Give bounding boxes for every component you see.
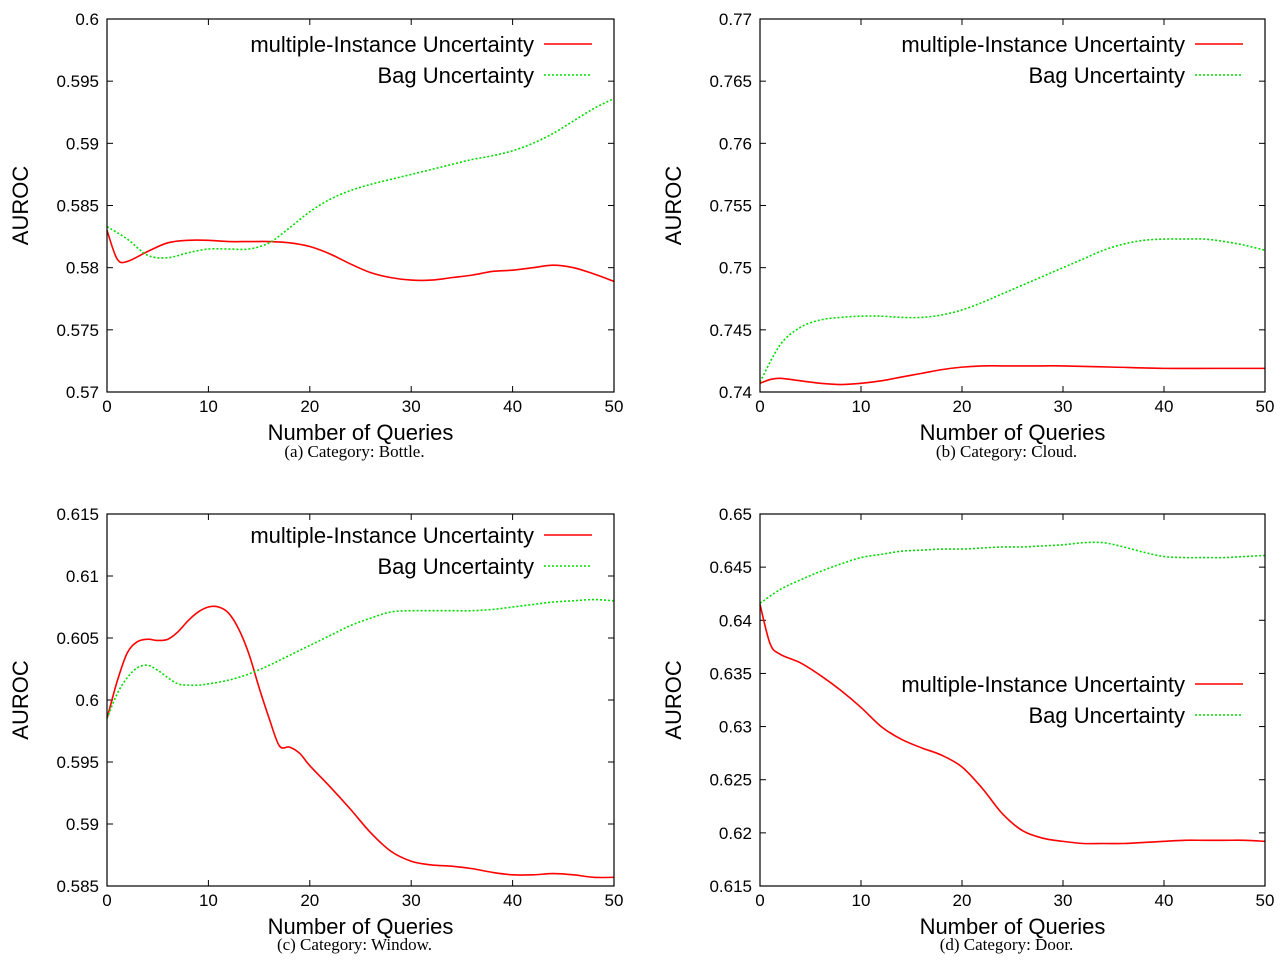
x-tick-label: 50	[605, 891, 624, 910]
plot-frame	[106, 18, 615, 393]
legend-label: Bag Uncertainty	[377, 554, 534, 579]
x-tick-label: 20	[300, 891, 319, 910]
x-tick-label: 0	[755, 397, 764, 416]
chart-bottle: 0.57 0.575 0.58 0.585 0.59 0.595 0.6 0 10 20 30 40 5…	[8, 10, 623, 461]
chart-door: 0.615 0.62 0.625 0.63 0.635 0.64 0.645 0.65 0 10 2…	[661, 505, 1274, 954]
x-tick-label: 20	[300, 397, 319, 416]
x-tick-label: 30	[1054, 397, 1073, 416]
x-tick-label: 0	[755, 891, 764, 910]
y-tick-label: 0.58	[66, 259, 99, 278]
y-tick-label: 0.575	[56, 321, 99, 340]
x-tick-label: 40	[503, 397, 522, 416]
y-tick-label: 0.595	[56, 72, 99, 91]
x-tick-label: 40	[1155, 891, 1174, 910]
x-tick-label: 10	[852, 397, 871, 416]
x-tick-label: 20	[953, 891, 972, 910]
y-tick-label: 0.59	[66, 815, 99, 834]
y-tick-label: 0.6	[75, 691, 99, 710]
y-tick-label: 0.61	[66, 567, 99, 586]
y-axis-label: AUROC	[8, 166, 33, 246]
y-tick-label: 0.6	[75, 10, 99, 29]
y-tick-label: 0.625	[709, 771, 752, 790]
x-tick-label: 30	[1054, 891, 1073, 910]
y-tick-label: 0.585	[56, 197, 99, 216]
plot-frame	[106, 513, 615, 887]
legend-label: Bag Uncertainty	[1028, 703, 1185, 728]
x-tick-label: 40	[1155, 397, 1174, 416]
chart-caption: (a) Category: Bottle.	[284, 442, 424, 461]
y-tick-label: 0.745	[709, 321, 752, 340]
chart-cloud: 0.74 0.745 0.75 0.755 0.76 0.765 0.77 0 10 20 30 40…	[661, 10, 1274, 461]
series-line-multiple-instance	[106, 605, 615, 879]
y-tick-label: 0.74	[719, 383, 752, 402]
x-tick-label: 50	[1256, 397, 1275, 416]
series-line-multiple-instance	[759, 364, 1265, 386]
y-tick-label: 0.65	[719, 505, 752, 524]
y-tick-label: 0.75	[719, 259, 752, 278]
x-tick-label: 20	[953, 397, 972, 416]
series-line-bag	[106, 97, 615, 259]
legend-label: multiple-Instance Uncertainty	[250, 523, 534, 548]
series-line-bag	[106, 598, 615, 719]
x-tick-label: 50	[605, 397, 624, 416]
y-axis-label: AUROC	[661, 166, 686, 246]
y-tick-label: 0.585	[56, 877, 99, 896]
y-tick-label: 0.755	[709, 197, 752, 216]
x-tick-label: 30	[402, 397, 421, 416]
x-tick-label: 10	[199, 397, 218, 416]
x-axis-label: Number of Queries	[920, 420, 1106, 445]
legend-label: multiple-Instance Uncertainty	[250, 32, 534, 57]
x-tick-label: 10	[199, 891, 218, 910]
y-tick-label: 0.76	[719, 134, 752, 153]
x-tick-label: 0	[102, 891, 111, 910]
x-tick-label: 10	[852, 891, 871, 910]
x-axis-label: Number of Queries	[268, 420, 454, 445]
legend-label: Bag Uncertainty	[377, 63, 534, 88]
y-tick-label: 0.635	[709, 664, 752, 683]
y-tick-label: 0.645	[709, 558, 752, 577]
x-tick-label: 0	[102, 397, 111, 416]
y-tick-label: 0.62	[719, 824, 752, 843]
y-tick-label: 0.595	[56, 753, 99, 772]
y-tick-label: 0.59	[66, 134, 99, 153]
y-axis-label: AUROC	[8, 660, 33, 740]
x-tick-label: 50	[1256, 891, 1275, 910]
y-tick-label: 0.615	[56, 505, 99, 524]
y-tick-label: 0.765	[709, 72, 752, 91]
series-line-multiple-instance	[759, 604, 1266, 845]
series-line-bag	[759, 541, 1266, 604]
x-axis-label: Number of Queries	[268, 914, 454, 939]
y-axis-label: AUROC	[661, 660, 686, 740]
legend-label: multiple-Instance Uncertainty	[901, 672, 1185, 697]
chart-caption: (d) Category: Door.	[940, 935, 1074, 954]
y-tick-label: 0.57	[66, 383, 99, 402]
chart-window: 0.585 0.59 0.595 0.6 0.605 0.61 0.615 0 10 20 30 40…	[8, 505, 623, 954]
y-tick-label: 0.605	[56, 629, 99, 648]
series-line-bag	[759, 238, 1266, 383]
plot-frame	[759, 18, 1266, 393]
x-tick-label: 30	[402, 891, 421, 910]
chart-caption: (b) Category: Cloud.	[936, 442, 1077, 461]
legend-label: multiple-Instance Uncertainty	[901, 32, 1185, 57]
y-tick-label: 0.615	[709, 877, 752, 896]
x-tick-label: 40	[503, 891, 522, 910]
chart-caption: (c) Category: Window.	[277, 935, 432, 954]
y-tick-label: 0.64	[719, 611, 752, 630]
series-line-multiple-instance	[106, 230, 615, 283]
y-tick-label: 0.63	[719, 718, 752, 737]
y-tick-label: 0.77	[719, 10, 752, 29]
legend-label: Bag Uncertainty	[1028, 63, 1185, 88]
plot-frame	[759, 513, 1266, 887]
x-axis-label: Number of Queries	[920, 914, 1106, 939]
